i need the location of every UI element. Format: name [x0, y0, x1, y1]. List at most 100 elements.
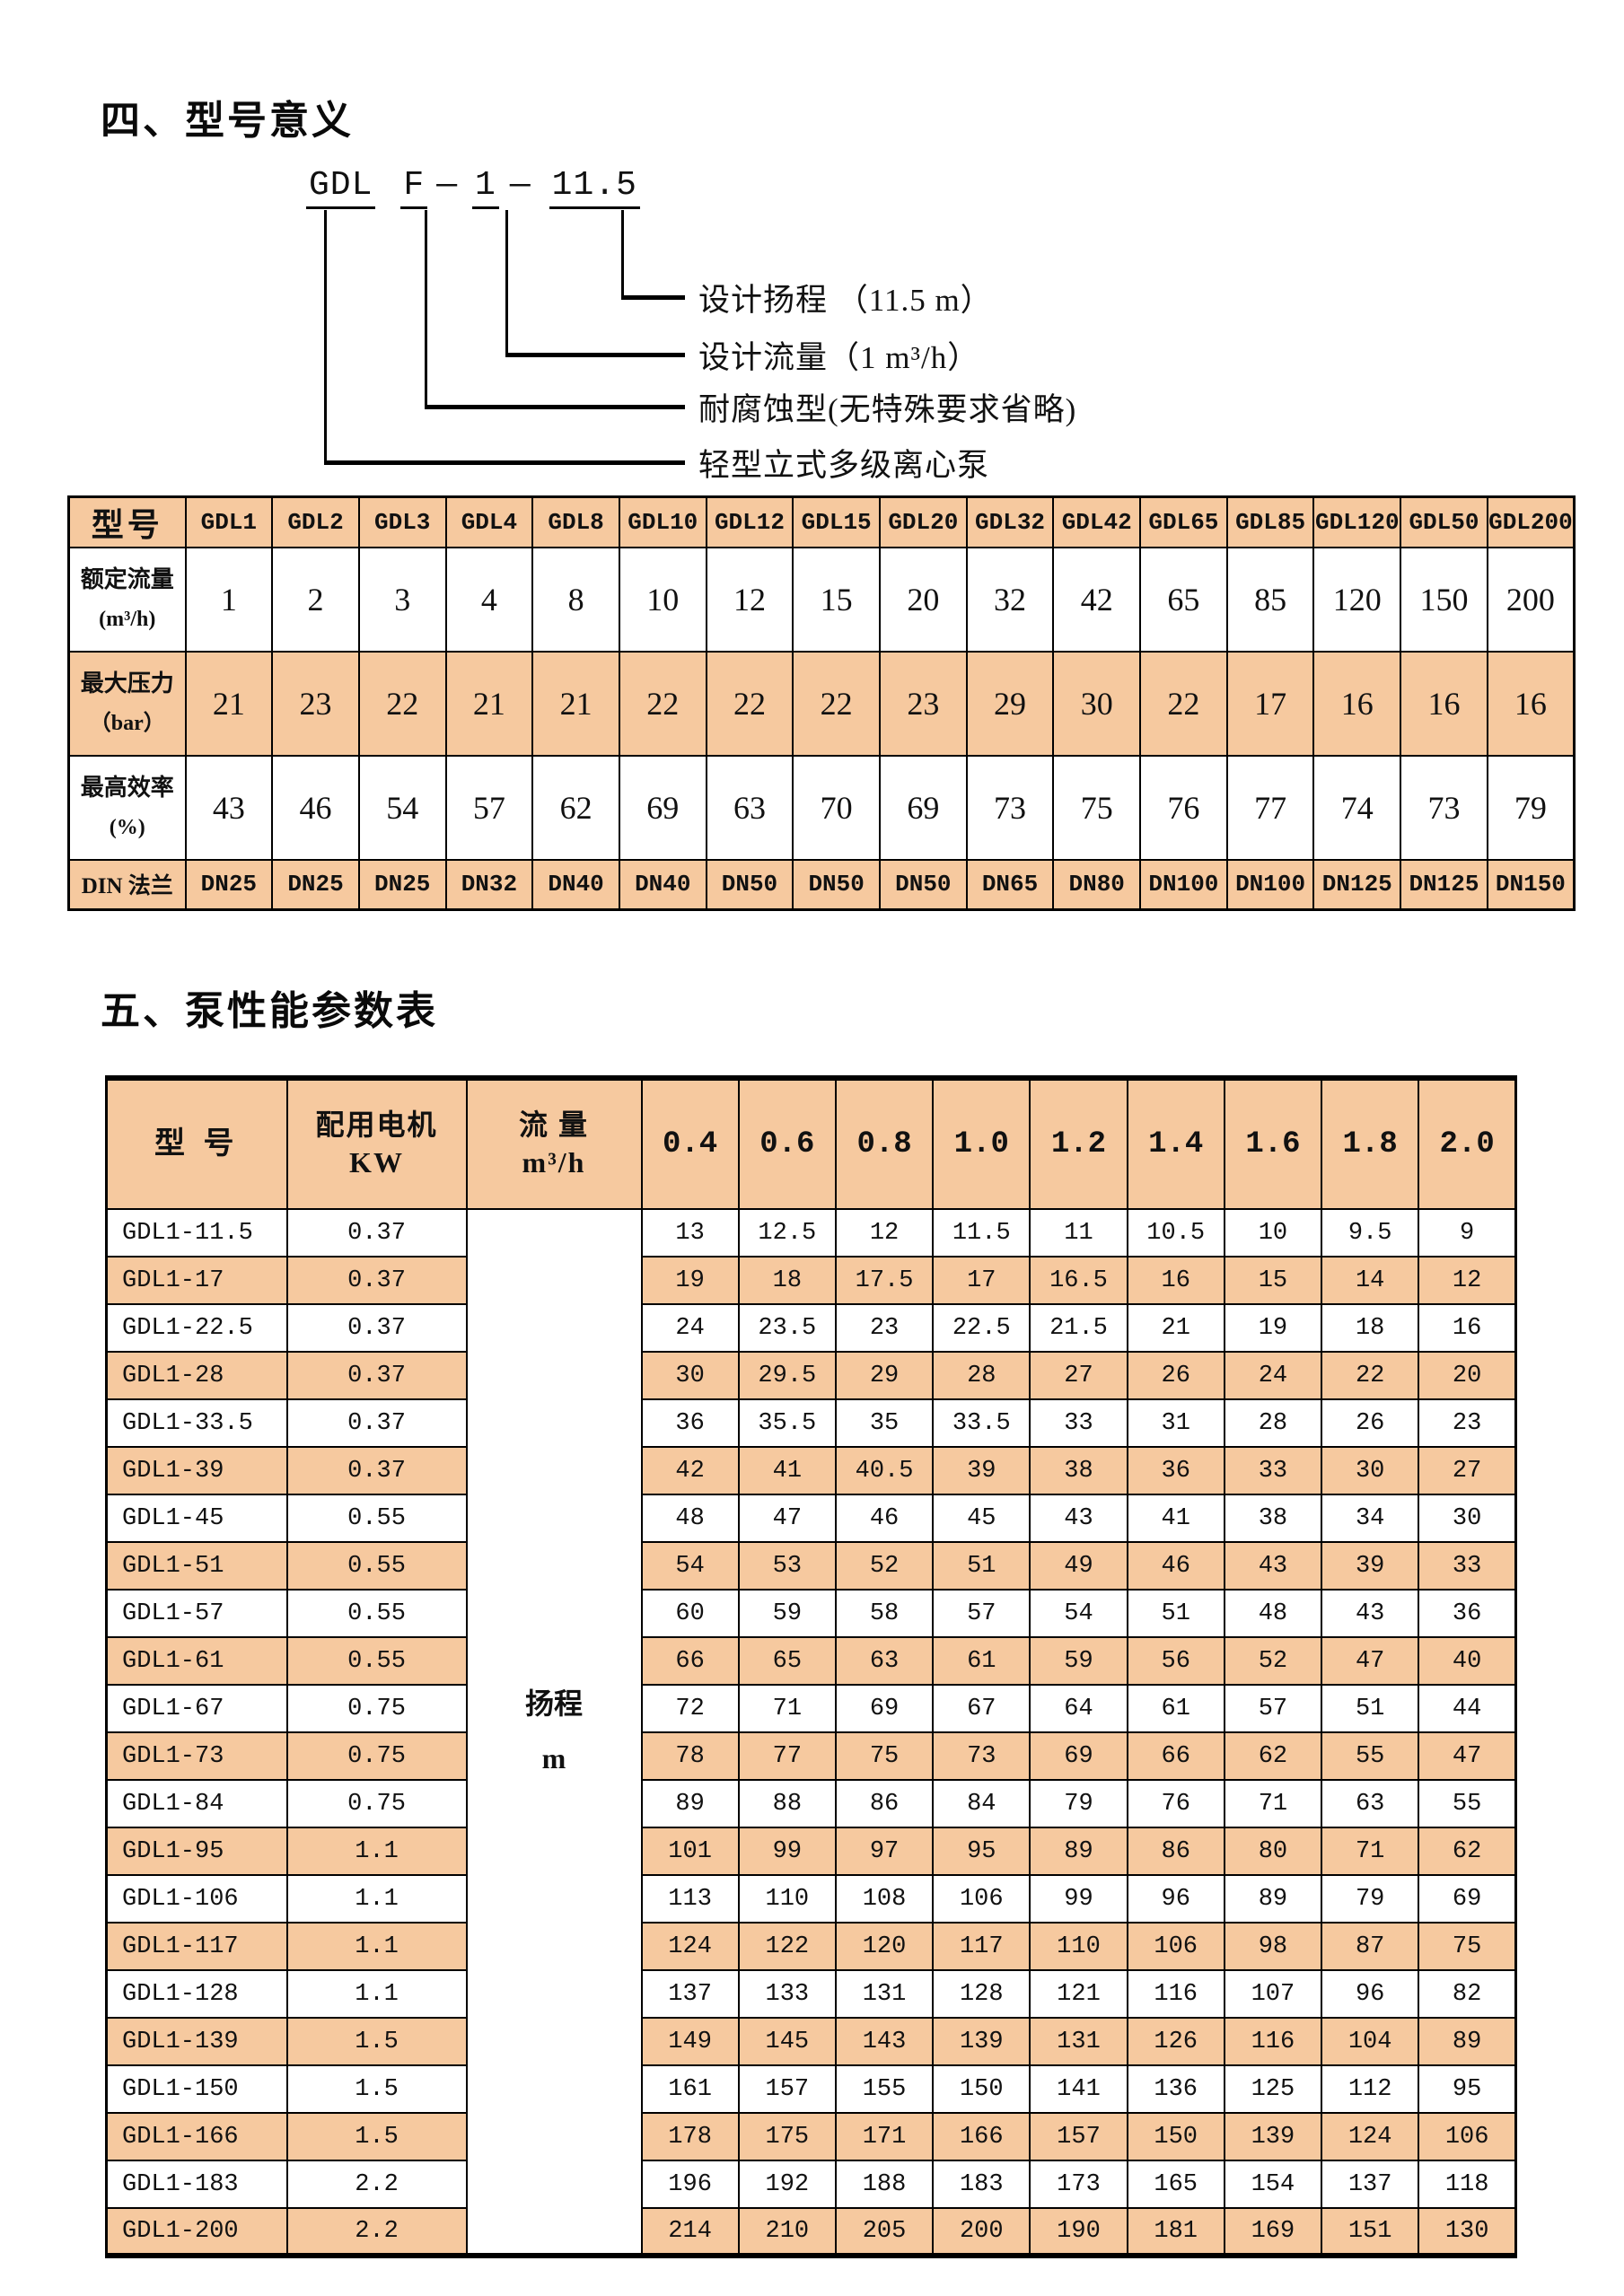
- spec-value-cell: 69: [879, 754, 968, 861]
- perf-head-value-cell: 122: [737, 1922, 837, 1971]
- perf-head-unit-line1: 扬程: [524, 1687, 583, 1721]
- perf-head-value-cell: 21.5: [1029, 1303, 1128, 1353]
- perf-head-value-cell: 16.5: [1029, 1256, 1128, 1305]
- perf-head-value-cell: 36: [1126, 1446, 1225, 1495]
- spec-model-header: GDL15: [792, 495, 881, 548]
- perf-head-value-cell: 35: [834, 1398, 935, 1448]
- perf-head-value-cell: 30: [640, 1351, 740, 1400]
- spec-value-cell: 70: [792, 754, 881, 861]
- perf-head-value-cell: 56: [1126, 1636, 1225, 1686]
- perf-head-value-cell: 59: [1029, 1636, 1128, 1686]
- perf-head-value-cell: 52: [1223, 1636, 1323, 1686]
- perf-head-value-cell: 71: [1223, 1779, 1323, 1828]
- perf-head-value-cell: 47: [1321, 1636, 1420, 1686]
- perf-head-value-cell: 200: [932, 2207, 1031, 2257]
- perf-head-value-cell: 101: [640, 1827, 740, 1876]
- perf-head-value-cell: 149: [640, 2017, 740, 2066]
- spec-value-cell: 22: [1139, 650, 1228, 757]
- perf-head-value-cell: 97: [834, 1827, 935, 1876]
- perf-row: GDL1-200 2.2 214 210 205 200 190 181 169 151 130: [105, 2207, 1517, 2257]
- perf-kw-cell: 1.1: [285, 1922, 468, 1971]
- perf-head-value-cell: 89: [640, 1779, 740, 1828]
- perf-head-value-cell: 21: [1126, 1303, 1225, 1353]
- spec-value-cell: 62: [531, 754, 620, 861]
- perf-head-value-cell: 24: [1223, 1351, 1323, 1400]
- perf-head-value-cell: 139: [1223, 2112, 1323, 2161]
- spec-value-cell: 8: [531, 546, 620, 653]
- perf-head-value-cell: 95: [932, 1827, 1031, 1876]
- spec-value-cell: 32: [965, 546, 1055, 653]
- perf-head-value-cell: 87: [1321, 1922, 1420, 1971]
- perf-model-cell: GDL1-166: [105, 2112, 288, 2161]
- spec-value-cell: 150: [1400, 546, 1488, 653]
- perf-head-value-cell: 118: [1418, 2160, 1517, 2209]
- perf-head-value-cell: 10: [1223, 1208, 1323, 1258]
- perf-head-value-cell: 157: [1029, 2112, 1128, 2161]
- spec-corner-header: 型号: [67, 495, 187, 548]
- perf-head-value-cell: 59: [737, 1589, 837, 1638]
- spec-row: 最高效率 (%) 43 46 54 57 62 69 63 70 69 73 75 76 77 74 73 79: [67, 754, 1576, 861]
- perf-head-value-cell: 10.5: [1126, 1208, 1225, 1258]
- perf-head-value-cell: 150: [1126, 2112, 1225, 2161]
- perf-head-unit-cell: 扬程 m: [465, 1208, 643, 2257]
- spec-value-cell: DN125: [1400, 858, 1488, 911]
- perf-head-value-cell: 54: [640, 1541, 740, 1591]
- perf-head-value-cell: 84: [932, 1779, 1031, 1828]
- perf-head-value-cell: 137: [1321, 2160, 1420, 2209]
- perf-head-value-cell: 61: [932, 1636, 1031, 1686]
- perf-model-cell: GDL1-67: [105, 1684, 288, 1733]
- perf-row: GDL1-51 0.55 54 53 52 51 49 46 43 39 33: [105, 1541, 1517, 1591]
- perf-model-cell: GDL1-57: [105, 1589, 288, 1638]
- perf-head-value-cell: 165: [1126, 2160, 1225, 2209]
- perf-head-value-cell: 57: [1223, 1684, 1323, 1733]
- spec-model-header: GDL4: [444, 495, 534, 548]
- perf-head-value-cell: 124: [640, 1922, 740, 1971]
- perf-flowrate-header: 0.4: [640, 1077, 740, 1210]
- perf-head-value-cell: 19: [1223, 1303, 1323, 1353]
- perf-row: GDL1-39 0.37 42 41 40.5 39 38 36 33 30 27: [105, 1446, 1517, 1495]
- perf-kw-cell: 0.75: [285, 1684, 468, 1733]
- perf-head-value-cell: 46: [834, 1494, 935, 1543]
- diagram-label-pump-type: 轻型立式多级离心泵: [698, 447, 990, 483]
- perf-head-value-cell: 43: [1029, 1494, 1128, 1543]
- perf-head-value-cell: 42: [640, 1446, 740, 1495]
- perf-head-value-cell: 52: [834, 1541, 935, 1591]
- spec-value-cell: DN100: [1225, 858, 1315, 911]
- perf-head-value-cell: 113: [640, 1874, 740, 1924]
- perf-head-unit-line2: m: [541, 1742, 566, 1775]
- spec-value-cell: 74: [1312, 754, 1402, 861]
- perf-head-value-cell: 171: [834, 2112, 935, 2161]
- perf-model-cell: GDL1-117: [105, 1922, 288, 1971]
- spec-model-header: GDL65: [1139, 495, 1228, 548]
- spec-value-cell: DN80: [1052, 858, 1142, 911]
- perf-head-value-cell: 63: [834, 1636, 935, 1686]
- perf-head-value-cell: 104: [1321, 2017, 1420, 2066]
- model-spec-table: 型号 GDL1 GDL2 GDL3 GDL4 GDL8 GDL10 GDL12 GDL15 GDL…: [67, 495, 1576, 911]
- spec-row: DIN 法兰 DN25 DN25 DN25 DN32 DN40 DN40 DN50 DN50 DN…: [67, 858, 1576, 911]
- perf-model-cell: GDL1-128: [105, 1969, 288, 2019]
- perf-flowrate-header: 1.8: [1321, 1077, 1420, 1210]
- perf-kw-cell: 0.55: [285, 1636, 468, 1686]
- perf-flowrate-header: 2.0: [1418, 1077, 1517, 1210]
- perf-row: GDL1-150 1.5 161 157 155 150 141 136 125 112 95: [105, 2064, 1517, 2114]
- perf-head-value-cell: 141: [1029, 2064, 1128, 2114]
- perf-head-value-cell: 131: [834, 1969, 935, 2019]
- perf-head-value-cell: 34: [1321, 1494, 1420, 1543]
- perf-flowrate-header: 1.0: [932, 1077, 1031, 1210]
- diagram-label-design-head: 设计扬程 （11.5 m）: [698, 282, 993, 318]
- perf-head-value-cell: 88: [737, 1779, 837, 1828]
- perf-model-cell: GDL1-150: [105, 2064, 288, 2114]
- spec-value-cell: 21: [444, 650, 534, 757]
- perf-head-value-cell: 51: [1126, 1589, 1225, 1638]
- perf-head-value-cell: 78: [640, 1731, 740, 1781]
- perf-kw-cell: 0.55: [285, 1589, 468, 1638]
- spec-value-cell: 23: [879, 650, 968, 757]
- perf-head-value-cell: 145: [737, 2017, 837, 2066]
- perf-head-value-cell: 55: [1418, 1779, 1517, 1828]
- spec-row-unit: (m³/h): [99, 607, 156, 631]
- perf-head-value-cell: 49: [1029, 1541, 1128, 1591]
- perf-model-cell: GDL1-84: [105, 1779, 288, 1828]
- perf-head-value-cell: 169: [1223, 2207, 1323, 2257]
- spec-value-cell: 10: [618, 546, 707, 653]
- perf-head-value-cell: 131: [1029, 2017, 1128, 2066]
